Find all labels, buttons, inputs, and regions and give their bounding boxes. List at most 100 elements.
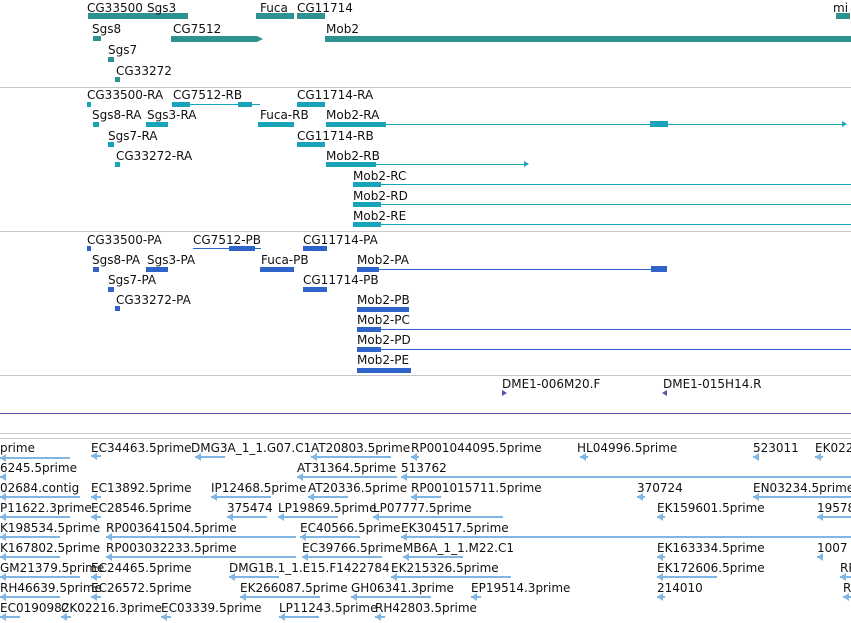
strand-arrow-icon[interactable] [411, 493, 417, 501]
est-feature-glyph[interactable] [391, 576, 511, 578]
feature-label[interactable]: CG7512-RB [173, 88, 243, 102]
strand-arrow-icon[interactable] [375, 613, 381, 621]
feature-label[interactable]: EK304517.5prime [401, 521, 509, 535]
gene-track-feature-glyph[interactable] [171, 36, 257, 42]
est-feature-glyph[interactable] [302, 556, 382, 558]
feature-label[interactable]: EC26572.5prime [91, 581, 192, 595]
strand-arrow-icon[interactable] [842, 121, 847, 127]
strand-arrow-icon[interactable] [657, 513, 663, 521]
feature-label[interactable]: Sgs8 [92, 22, 122, 36]
feature-label[interactable]: CG7512-PB [193, 233, 262, 247]
gene-track-feature-glyph[interactable] [146, 13, 168, 19]
feature-label[interactable]: DME1-006M20.F [502, 377, 601, 391]
protein-track-feature-glyph[interactable] [260, 267, 294, 272]
gene-track-feature-glyph[interactable] [93, 36, 101, 41]
feature-label[interactable]: LP07777.5prime [373, 501, 472, 515]
strand-arrow-icon[interactable] [580, 453, 586, 461]
transcript-track-feature-glyph[interactable] [668, 124, 842, 125]
feature-label[interactable]: Mob2 [326, 22, 359, 36]
est-feature-glyph[interactable] [227, 516, 267, 518]
est-feature-glyph[interactable] [211, 496, 271, 498]
strand-arrow-icon[interactable] [351, 593, 357, 601]
strand-arrow-icon[interactable] [279, 613, 285, 621]
est-feature-glyph[interactable] [229, 576, 279, 578]
transcript-track-feature-glyph[interactable] [297, 102, 325, 107]
est-feature-glyph[interactable] [279, 616, 319, 618]
strand-arrow-icon[interactable] [300, 533, 306, 541]
strand-arrow-icon[interactable] [240, 593, 246, 601]
strand-arrow-icon[interactable] [106, 553, 112, 561]
transcript-track-feature-glyph[interactable] [353, 222, 381, 227]
strand-arrow-icon[interactable] [195, 453, 201, 461]
transcript-track-feature-glyph[interactable] [376, 164, 526, 165]
feature-label[interactable]: AT20803.5prime [311, 441, 411, 455]
transcript-track-feature-glyph[interactable] [115, 162, 120, 167]
feature-label[interactable]: Sgs3 [147, 1, 177, 15]
transcript-track-feature-glyph[interactable] [172, 102, 190, 107]
transcript-track-feature-glyph[interactable] [93, 122, 99, 127]
feature-label[interactable]: Sgs7-RA [108, 129, 158, 143]
strand-arrow-icon[interactable] [401, 473, 407, 481]
feature-label[interactable]: CG11714-PA [303, 233, 378, 247]
feature-label[interactable]: 523011 [753, 441, 799, 455]
feature-label[interactable]: DMG3A_1_1.G07.C1 [191, 441, 312, 455]
est-feature-glyph[interactable] [106, 536, 296, 538]
feature-label[interactable]: Mob2-PB [357, 293, 410, 307]
est-feature-glyph[interactable] [106, 556, 296, 558]
strand-arrow-icon[interactable] [229, 573, 235, 581]
feature-label[interactable]: RH42803.5prime [375, 601, 477, 615]
feature-label[interactable]: Fuca-RB [260, 108, 309, 122]
strand-arrow-icon[interactable] [662, 390, 667, 396]
strand-arrow-icon[interactable] [657, 593, 663, 601]
feature-label[interactable]: EK266087.5prime [240, 581, 348, 595]
protein-track-feature-glyph[interactable] [357, 267, 379, 272]
strand-arrow-icon[interactable] [0, 593, 6, 601]
feature-label[interactable]: EK159601.5prime [657, 501, 765, 515]
feature-label[interactable]: mi [833, 1, 849, 15]
strand-arrow-icon[interactable] [817, 553, 823, 561]
feature-label[interactable]: DMG1B.1_1.E15.F1422784 [229, 561, 390, 575]
feature-label[interactable]: EC28546.5prime [91, 501, 192, 515]
feature-label[interactable]: Mob2-RB [326, 149, 380, 163]
transcript-track-feature-glyph[interactable] [87, 102, 91, 107]
protein-track-feature-glyph[interactable] [115, 306, 120, 311]
feature-label[interactable]: Sgs7 [108, 43, 138, 57]
strand-arrow-icon[interactable] [0, 454, 6, 462]
feature-label[interactable]: 19578 [817, 501, 851, 515]
est-feature-glyph[interactable] [0, 556, 60, 558]
feature-label[interactable]: CG7512 [173, 22, 222, 36]
est-feature-glyph[interactable] [657, 576, 717, 578]
est-feature-glyph[interactable] [278, 516, 338, 518]
strand-arrow-icon[interactable] [391, 573, 397, 581]
transcript-track-feature-glyph[interactable] [381, 204, 851, 205]
feature-label[interactable]: EK215326.5prime [391, 561, 499, 575]
strand-arrow-icon[interactable] [0, 553, 6, 561]
feature-label[interactable]: EP19514.3prime [471, 581, 571, 595]
feature-label[interactable]: Mob2-RC [353, 169, 407, 183]
strand-arrow-icon[interactable] [106, 533, 112, 541]
feature-label[interactable]: RH46639.5prime [0, 581, 102, 595]
protein-track-feature-glyph[interactable] [146, 267, 168, 272]
gene-track-feature-glyph[interactable] [836, 13, 850, 19]
est-feature-glyph[interactable] [373, 516, 503, 518]
est-feature-glyph[interactable] [240, 596, 320, 598]
protein-track-feature-glyph[interactable] [193, 248, 229, 249]
est-feature-glyph[interactable] [0, 576, 80, 578]
feature-label[interactable]: LP11243.5prime [279, 601, 378, 615]
feature-label[interactable]: RP003032233.5prime [106, 541, 237, 555]
est-feature-glyph[interactable] [0, 496, 80, 498]
strand-arrow-icon[interactable] [61, 613, 67, 621]
feature-label[interactable]: CG33500-RA [87, 88, 164, 102]
transcript-track-feature-glyph[interactable] [146, 122, 168, 127]
transcript-track-feature-glyph[interactable] [381, 184, 851, 185]
feature-label[interactable]: EC24465.5prime [91, 561, 192, 575]
transcript-track-feature-glyph[interactable] [297, 142, 325, 147]
transcript-track-feature-glyph[interactable] [326, 162, 376, 167]
feature-label[interactable]: EC0190982 [0, 601, 70, 615]
strand-arrow-icon[interactable] [0, 613, 6, 621]
feature-label[interactable]: EC39766.5prime [302, 541, 403, 555]
protein-track-feature-glyph[interactable] [357, 327, 381, 332]
est-feature-glyph[interactable] [300, 536, 360, 538]
feature-label[interactable]: R [843, 581, 851, 595]
feature-label[interactable]: IP12468.5prime [211, 481, 307, 495]
